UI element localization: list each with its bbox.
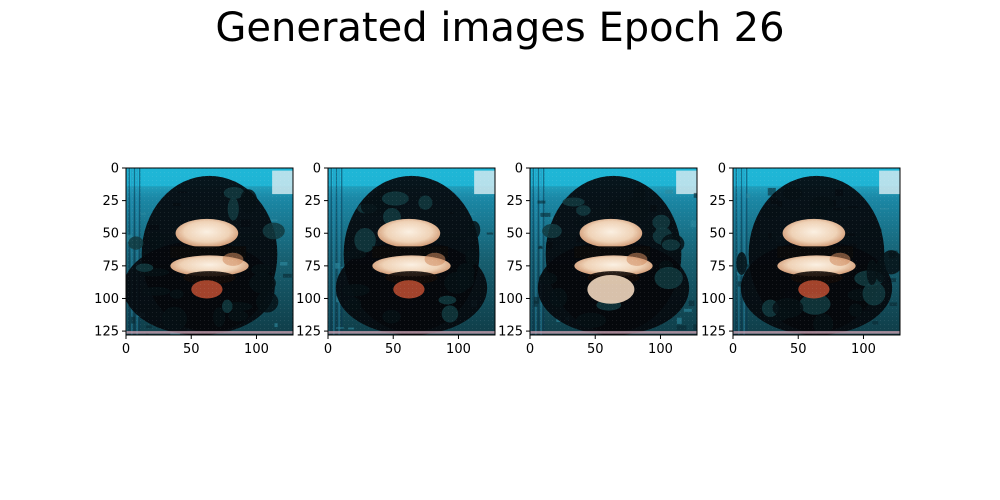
y-tick-label: 50 <box>709 227 726 242</box>
x-tick-label: 0 <box>122 342 130 357</box>
x-tick-label: 100 <box>851 342 876 357</box>
y-tick-label: 125 <box>498 325 523 340</box>
x-tick-label: 100 <box>244 342 269 357</box>
image-panel-4: 0 50 100 0 25 50 75 100 125 <box>701 162 901 357</box>
y-tick-label: 100 <box>296 292 321 307</box>
y-tick-label: 75 <box>102 259 119 274</box>
generated-image-4 <box>733 168 900 335</box>
axes-frame <box>732 167 901 336</box>
generated-image-3 <box>530 168 697 335</box>
x-tick-label: 0 <box>324 342 332 357</box>
y-tick-label: 100 <box>94 292 119 307</box>
y-tick-label: 25 <box>304 194 321 209</box>
y-tick-label: 50 <box>304 227 321 242</box>
x-tick-label: 50 <box>183 342 200 357</box>
image-panel-3: 0 50 100 0 25 50 75 100 125 <box>498 162 698 357</box>
x-tick-label: 50 <box>385 342 402 357</box>
y-tick-label: 125 <box>94 325 119 340</box>
y-tick-label: 0 <box>718 162 726 177</box>
x-tick-label: 100 <box>648 342 673 357</box>
x-tick-label: 50 <box>587 342 604 357</box>
y-tick-label: 125 <box>701 325 726 340</box>
y-tick-label: 0 <box>111 162 119 177</box>
y-tick-label: 100 <box>701 292 726 307</box>
axes-frame <box>125 167 294 336</box>
figure-title: Generated images Epoch 26 <box>215 5 785 51</box>
x-tick-label: 0 <box>729 342 737 357</box>
y-tick-label: 0 <box>515 162 523 177</box>
y-tick-label: 75 <box>304 259 321 274</box>
x-tick-label: 0 <box>526 342 534 357</box>
y-tick-label: 75 <box>709 259 726 274</box>
y-tick-label: 25 <box>102 194 119 209</box>
y-tick-label: 75 <box>506 259 523 274</box>
axes-frame <box>529 167 698 336</box>
y-tick-label: 25 <box>709 194 726 209</box>
generated-image-1 <box>126 168 293 335</box>
y-tick-label: 0 <box>313 162 321 177</box>
x-tick-label: 50 <box>790 342 807 357</box>
x-tick-label: 100 <box>446 342 471 357</box>
image-panel-1: 0 50 100 0 25 50 75 100 125 <box>94 162 294 357</box>
y-tick-label: 50 <box>102 227 119 242</box>
y-tick-label: 25 <box>506 194 523 209</box>
y-tick-label: 125 <box>296 325 321 340</box>
generated-image-2 <box>328 168 495 335</box>
axes-frame <box>327 167 496 336</box>
y-tick-label: 50 <box>506 227 523 242</box>
image-panel-2: 0 50 100 0 25 50 75 100 125 <box>296 162 496 357</box>
y-tick-label: 100 <box>498 292 523 307</box>
